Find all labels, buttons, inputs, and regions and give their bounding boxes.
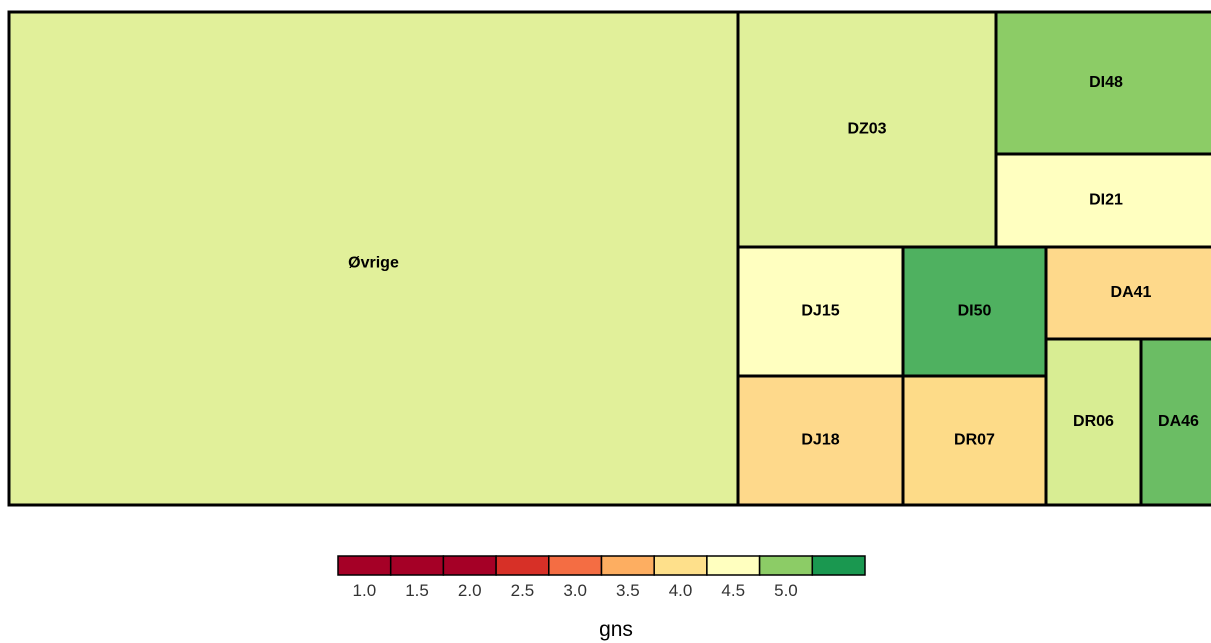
tile-rect (736, 374, 905, 507)
tile-label: Øvrige (348, 255, 399, 272)
legend-title: gns (599, 618, 633, 641)
legend-swatch (442, 555, 497, 576)
tile-rect (1044, 245, 1211, 341)
tile-label: DJ18 (801, 432, 839, 449)
tile-label: DZ03 (847, 121, 886, 138)
legend-tick-label: 2.5 (511, 581, 535, 600)
legend-swatches (337, 555, 866, 576)
tile-label: DR07 (954, 432, 995, 449)
legend-tick-label: 2.0 (458, 581, 482, 600)
tile-di21: DI21 (994, 152, 1211, 249)
tile-di50: DI50 (901, 245, 1048, 378)
tile-rect (736, 10, 998, 249)
tile-label: DI50 (958, 303, 992, 320)
tile-rect (1139, 337, 1211, 507)
legend-ticks: 1.0 1.5 2.0 2.5 3.0 3.5 4.0 4.5 5.0 (353, 581, 798, 600)
tile-dr06: DR06 (1044, 337, 1143, 507)
tile-label: DR06 (1073, 413, 1114, 430)
legend-swatch (706, 555, 761, 576)
legend-swatch (811, 555, 866, 576)
treemap-tiles: Øvrige DZ03 DI48 DI21 DJ15 DI50 DA41 DJ18 DR07 DR… (7, 10, 1211, 507)
legend-tick-label: 4.0 (669, 581, 693, 600)
legend-swatch (758, 555, 814, 576)
color-legend: 1.0 1.5 2.0 2.5 3.0 3.5 4.0 4.5 5.0 gns (337, 555, 866, 641)
tile-da46: DA46 (1139, 337, 1211, 507)
tile-label: DI21 (1089, 192, 1123, 209)
tile-dj15: DJ15 (736, 245, 905, 378)
legend-swatch (548, 555, 603, 576)
tile-rect (901, 374, 1048, 507)
tile-dj18: DJ18 (736, 374, 905, 507)
tile-label: DI48 (1089, 74, 1123, 91)
legend-tick-label: 4.5 (721, 581, 745, 600)
tile-label: DA46 (1158, 413, 1199, 430)
tile-dz03: DZ03 (736, 10, 998, 249)
tile-label: DA41 (1111, 284, 1152, 301)
tile-label: DJ15 (801, 303, 839, 320)
tile-di48: DI48 (994, 10, 1211, 156)
legend-swatch (337, 555, 392, 576)
legend-tick-label: 1.0 (353, 581, 377, 600)
tile-da41: DA41 (1044, 245, 1211, 341)
tile-rect (1044, 337, 1143, 507)
legend-swatch (600, 555, 655, 576)
legend-swatch (495, 555, 550, 576)
tile-dr07: DR07 (901, 374, 1048, 507)
legend-tick-label: 3.5 (616, 581, 640, 600)
legend-tick-label: 1.5 (405, 581, 429, 600)
legend-swatch (389, 555, 445, 576)
legend-tick-label: 3.0 (563, 581, 587, 600)
tile-ovrige: Øvrige (7, 10, 740, 507)
tile-rect (7, 10, 740, 507)
legend-swatch (653, 555, 708, 576)
legend-tick-label: 5.0 (774, 581, 798, 600)
